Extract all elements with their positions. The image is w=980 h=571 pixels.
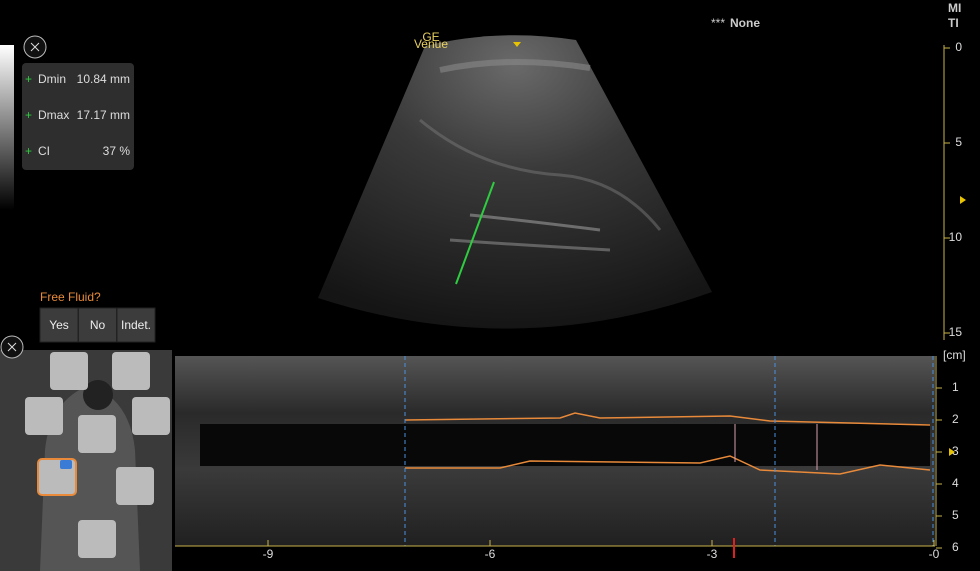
- time-label: -6: [485, 547, 496, 561]
- m-line: [455, 181, 495, 285]
- focus-marker: [960, 196, 966, 204]
- option-button[interactable]: [39, 307, 79, 343]
- mmode-unit: [cm]: [943, 348, 966, 362]
- time-label: -0: [929, 547, 940, 561]
- mmode-depth-label: 6: [952, 540, 959, 554]
- stars: ***: [711, 16, 725, 30]
- option-button[interactable]: [78, 307, 117, 343]
- option-label: Indet.: [121, 318, 151, 332]
- close-icon: [30, 42, 40, 52]
- heart: [83, 380, 113, 410]
- tissue-band: [439, 58, 591, 73]
- time-label: -3: [707, 547, 718, 561]
- camera-icon: [60, 460, 72, 469]
- mi-label: MI: [948, 1, 961, 15]
- trace-lower: [405, 455, 931, 475]
- probe-brand: GE: [422, 30, 439, 44]
- mmode-depth-label: 1: [952, 380, 959, 394]
- scan-zones: [25, 352, 170, 558]
- close-icon: [7, 342, 17, 352]
- depth-label: 15: [949, 325, 963, 339]
- ti-label: TI: [948, 16, 959, 30]
- depth-label: 10: [949, 230, 963, 244]
- depth-label: 0: [955, 40, 962, 54]
- plus-icon: +: [25, 144, 32, 158]
- mmode-depth-label: 2: [952, 412, 959, 426]
- measurement-value: 17.17 mm: [77, 108, 130, 122]
- tissue-band: [419, 118, 662, 231]
- sector-image: [318, 35, 712, 329]
- preset: None: [730, 16, 760, 30]
- time-label: -9: [263, 547, 274, 561]
- vessel-lumen: [200, 424, 930, 466]
- probe-model: Venue: [414, 37, 448, 51]
- measurement-panel: [22, 63, 134, 170]
- option-button[interactable]: [116, 307, 156, 343]
- measurement-label: Dmin: [38, 72, 66, 86]
- orientation-marker: [513, 42, 521, 47]
- mmode-depth-label: 5: [952, 508, 959, 522]
- option-label: No: [90, 318, 106, 332]
- mmode-depth-label: 4: [952, 476, 959, 490]
- measurement-value: 37 %: [103, 144, 131, 158]
- gray-bar: [0, 45, 14, 210]
- measurement-label: Dmax: [38, 108, 69, 122]
- free-fluid-question: Free Fluid?: [40, 290, 101, 304]
- measurement-label: CI: [38, 144, 50, 158]
- depth-label: 5: [955, 135, 962, 149]
- vessel-wall: [449, 238, 611, 252]
- mmode-depth-label: 3: [952, 444, 959, 458]
- cycle-markers: [404, 356, 934, 546]
- measurement-value: 10.84 mm: [77, 72, 130, 86]
- trace-upper: [404, 412, 931, 426]
- plus-icon: +: [25, 108, 32, 122]
- plus-icon: +: [25, 72, 32, 86]
- option-label: Yes: [49, 318, 69, 332]
- focus-marker: [949, 448, 955, 456]
